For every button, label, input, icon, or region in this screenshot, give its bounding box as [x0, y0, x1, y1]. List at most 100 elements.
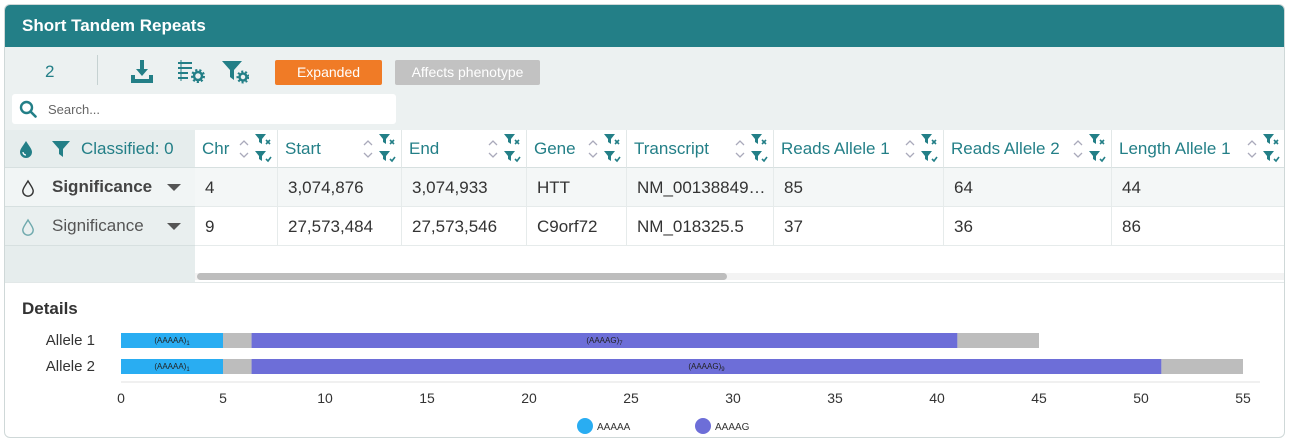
sort-icon[interactable] [904, 136, 916, 162]
column-header-length-allele-1[interactable]: Length Allele 1 [1112, 130, 1284, 168]
allele-segment-gap [223, 359, 252, 374]
chevron-down-icon[interactable] [167, 184, 181, 191]
toolbar: 2 [5, 47, 1284, 134]
segment-label: (AAAAA)1 [154, 362, 190, 373]
column-header-gene[interactable]: Gene [527, 130, 627, 168]
search-box [12, 94, 396, 124]
column-header-reads-allele-1[interactable]: Reads Allele 1 [774, 130, 944, 168]
table-body: Chr Start End Gene Transcript Reads Allele 1 R… [195, 130, 1284, 282]
column-header-label: Chr [202, 139, 230, 158]
column-settings-icon[interactable] [177, 57, 205, 85]
droplet-outline-icon [21, 218, 35, 236]
allele-label: Allele 2 [46, 358, 95, 375]
table-cell-length-allele-1: 44 [1112, 168, 1284, 207]
column-filter-icon[interactable] [378, 132, 396, 166]
column-header-label: Transcript [634, 139, 709, 158]
filter-settings-icon[interactable] [221, 57, 250, 85]
panel-title: Short Tandem Repeats [5, 5, 1284, 47]
allele-chart-svg: Allele 1 (AAAAA)1 (AAAAG)7 Allele 2 (AAAAA)1… [46, 332, 1260, 434]
sort-icon[interactable] [238, 136, 250, 162]
column-filter-icon[interactable] [920, 132, 938, 166]
x-tick-label: 50 [1133, 390, 1149, 406]
classification-header: Classified: 0 [5, 130, 195, 168]
legend-swatch [695, 418, 711, 434]
allele-segment-aaaaa [121, 359, 223, 374]
sort-icon[interactable] [362, 136, 374, 162]
table-cell-chr: 4 [195, 168, 278, 207]
x-tick-label: 35 [827, 390, 843, 406]
allele-segment-aaaaa [121, 333, 223, 348]
droplet-outline-icon [21, 179, 35, 197]
table-cell-transcript: NM_018325.5 [627, 207, 774, 246]
x-tick-label: 40 [929, 390, 945, 406]
table-cell-gene: HTT [527, 168, 627, 207]
significance-row[interactable]: Significance [5, 207, 195, 246]
legend-swatch [577, 418, 593, 434]
x-tick-label: 45 [1031, 390, 1047, 406]
significance-select[interactable]: Significance [52, 177, 153, 196]
chevron-down-icon[interactable] [167, 223, 181, 230]
column-header-label: Length Allele 1 [1119, 139, 1231, 158]
allele-segment-aaaag [251, 359, 1162, 374]
sort-icon[interactable] [1072, 136, 1084, 162]
column-filter-icon[interactable] [1088, 132, 1106, 166]
column-header-end[interactable]: End [402, 130, 527, 168]
table-cell-chr: 9 [195, 207, 278, 246]
column-filter-icon[interactable] [603, 132, 621, 166]
column-header-reads-allele-2[interactable]: Reads Allele 2 [944, 130, 1112, 168]
significance-select[interactable]: Significance [52, 216, 144, 235]
column-header-label: End [409, 139, 440, 158]
allele-segment-aaaag [251, 333, 958, 348]
x-tick-label: 55 [1235, 390, 1251, 406]
column-header-transcript[interactable]: Transcript [627, 130, 774, 168]
column-filter-icon[interactable] [1262, 132, 1280, 166]
table-cell-length-allele-1: 86 [1112, 207, 1284, 246]
column-header-label: Start [285, 139, 321, 158]
x-tick-label: 10 [317, 390, 333, 406]
column-filter-icon[interactable] [254, 132, 272, 166]
segment-label: (AAAAG)9 [688, 362, 725, 373]
search-input[interactable] [48, 94, 388, 124]
table-cell-start: 3,074,876 [278, 168, 402, 207]
allele-segment-gap [1161, 359, 1243, 374]
droplet-icon[interactable] [19, 140, 33, 158]
column-filter-icon[interactable] [750, 132, 768, 166]
divider [5, 282, 1284, 283]
table-cell-reads-allele-2: 36 [944, 207, 1112, 246]
scrollbar-thumb[interactable] [197, 273, 727, 280]
table-cell-start: 27,573,484 [278, 207, 402, 246]
expanded-tag[interactable]: Expanded [275, 60, 382, 85]
column-header-label: Reads Allele 1 [781, 139, 890, 158]
column-header-label: Gene [534, 139, 576, 158]
column-header-chr[interactable]: Chr [195, 130, 278, 168]
sort-icon[interactable] [1246, 136, 1258, 162]
x-tick-label: 15 [419, 390, 435, 406]
column-header-label: Reads Allele 2 [951, 139, 1060, 158]
download-icon[interactable] [128, 57, 156, 85]
significance-row[interactable]: Significance [5, 168, 195, 207]
column-header-start[interactable]: Start [278, 130, 402, 168]
column-filter-icon[interactable] [503, 132, 521, 166]
table-row[interactable]: 9 27,573,484 27,573,546 C9orf72 NM_018325.5 3… [195, 207, 1284, 246]
affects-phenotype-tag[interactable]: Affects phenotype [395, 60, 540, 85]
sort-icon[interactable] [734, 136, 746, 162]
allele-chart: Allele 1 (AAAAA)1 (AAAAG)7 Allele 2 (AAAAA)1… [5, 315, 1284, 437]
legend-label: AAAAA [597, 422, 631, 433]
sort-icon[interactable] [487, 136, 499, 162]
x-tick-label: 25 [623, 390, 639, 406]
horizontal-scrollbar[interactable] [195, 273, 1284, 280]
filter-icon[interactable] [51, 139, 71, 159]
table-cell-reads-allele-1: 37 [774, 207, 944, 246]
classified-count[interactable]: Classified: 0 [81, 139, 174, 158]
table-row[interactable]: 4 3,074,876 3,074,933 HTT NM_00138849… 85 64 44 [195, 168, 1284, 207]
x-tick-label: 30 [725, 390, 741, 406]
allele-segment-gap [223, 333, 252, 348]
x-tick-label: 0 [117, 390, 125, 406]
allele-segment-gap [957, 333, 1039, 348]
toolbar-divider [97, 55, 98, 85]
short-tandem-repeats-panel: Short Tandem Repeats 2 [4, 4, 1285, 438]
sort-icon[interactable] [587, 136, 599, 162]
table-cell-transcript: NM_00138849… [627, 168, 774, 207]
legend-label: AAAAG [715, 422, 750, 433]
segment-label: (AAAAA)1 [154, 336, 190, 347]
